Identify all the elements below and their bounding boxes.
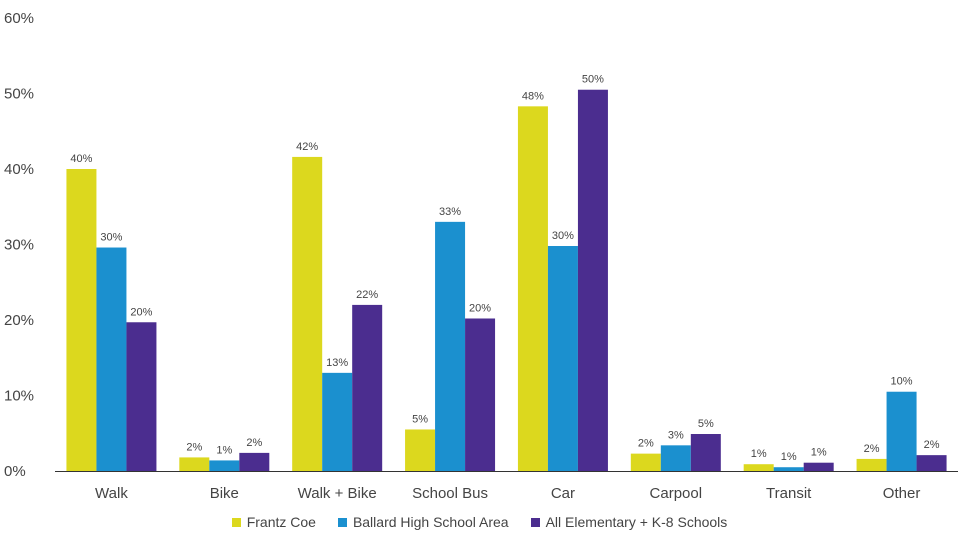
category-label: School Bus — [412, 485, 488, 502]
category-label: Carpool — [650, 485, 703, 502]
bar — [630, 453, 661, 471]
y-tick-label: 20% — [4, 312, 34, 329]
y-tick-label: 40% — [4, 161, 34, 178]
bar — [773, 467, 804, 471]
bar — [96, 247, 127, 471]
data-label: 2% — [186, 441, 202, 453]
data-label: 22% — [356, 289, 378, 301]
bar — [856, 458, 887, 471]
bar — [435, 221, 466, 471]
data-label: 30% — [552, 230, 574, 242]
legend-label-frantz-coe: Frantz Coe — [246, 514, 316, 530]
bar — [126, 322, 157, 471]
bar — [352, 304, 383, 471]
legend-swatch-ballard — [337, 517, 347, 527]
data-label: 10% — [891, 376, 913, 388]
bar — [916, 455, 947, 471]
data-label: 20% — [469, 302, 491, 314]
data-label: 30% — [100, 232, 122, 244]
bar — [690, 434, 721, 471]
bar — [239, 452, 270, 471]
data-label: 1% — [781, 451, 797, 463]
legend-item-frantz-coe: Frantz Coe — [231, 514, 316, 530]
legend-swatch-all-elementary — [530, 517, 540, 527]
category-label: Car — [551, 485, 575, 502]
data-label: 1% — [216, 444, 232, 456]
data-labels: 40% 2% 42% 5% 48% 2% 1% 2% 30% 1% 13% 33% 30% 3% 1% 10%… — [70, 74, 939, 464]
category-label: Bike — [210, 485, 239, 502]
legend-swatch-frantz-coe — [231, 517, 241, 527]
legend-label-all-elementary: All Elementary + K-8 Schools — [545, 514, 728, 530]
bar — [292, 156, 323, 472]
category-label: Walk — [95, 485, 128, 502]
data-label: 2% — [638, 438, 654, 450]
data-label: 33% — [439, 206, 461, 218]
bar — [743, 464, 774, 471]
bar — [66, 169, 97, 471]
data-label: 42% — [296, 141, 318, 153]
bar — [886, 391, 917, 471]
data-label: 50% — [582, 74, 604, 86]
data-label: 3% — [668, 429, 684, 441]
y-tick-label: 0% — [4, 463, 26, 480]
category-label: Walk + Bike — [298, 485, 377, 502]
data-label: 2% — [864, 443, 880, 455]
bar — [547, 246, 578, 471]
y-tick-label: 10% — [4, 388, 34, 405]
data-label: 2% — [924, 439, 940, 451]
data-label: 1% — [751, 448, 767, 460]
data-label: 48% — [522, 90, 544, 102]
data-label: 1% — [811, 447, 827, 459]
data-label: 40% — [70, 153, 92, 165]
data-label: 5% — [412, 413, 428, 425]
bars — [66, 89, 947, 472]
bar — [517, 106, 548, 472]
legend: Frantz Coe Ballard High School Area All … — [0, 514, 959, 530]
category-label: Transit — [766, 485, 812, 502]
y-tick-label: 50% — [4, 86, 34, 103]
legend-label-ballard: Ballard High School Area — [352, 514, 509, 530]
bar — [660, 445, 691, 471]
y-tick-label: 60% — [4, 10, 34, 27]
y-tick-label: 30% — [4, 237, 34, 254]
bar — [209, 460, 240, 471]
bar — [803, 462, 834, 471]
category-label: Other — [883, 485, 921, 502]
data-label: 2% — [246, 437, 262, 449]
bar — [577, 89, 608, 471]
bar — [465, 318, 496, 471]
legend-item-ballard: Ballard High School Area — [337, 514, 509, 530]
data-label: 20% — [130, 306, 152, 318]
legend-item-all-elementary: All Elementary + K-8 Schools — [530, 514, 728, 530]
data-label: 5% — [698, 418, 714, 430]
data-label: 13% — [326, 357, 348, 369]
x-axis-categories: Walk Bike Walk + Bike School Bus Car Carpool T… — [95, 485, 920, 502]
bar — [405, 429, 436, 471]
bar — [322, 372, 353, 471]
y-axis-ticks: 0% 10% 20% 30% 40% 50% 60% — [4, 10, 34, 480]
bar — [179, 457, 210, 471]
